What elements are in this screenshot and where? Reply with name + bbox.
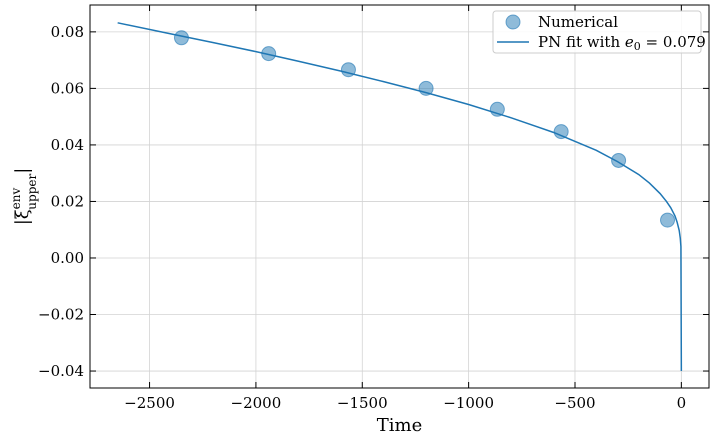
legend-label-pn-fit-sub: 0 [634,40,641,53]
numerical-point [489,101,505,117]
legend-label-pn-fit: PN fit with e0 = 0.079 [538,33,706,53]
legend-label-pn-fit-math: e [625,33,634,51]
series-layer [117,22,683,372]
numerical-point [173,30,189,46]
x-tick-label: −2000 [231,394,282,412]
y-tick-label: 0.04 [51,136,84,154]
y-tick-label: −0.04 [38,362,84,380]
ticks: −2500 −2000 −1500 −1000 −500 0 −0.04 −0.02 0.00 0… [38,5,709,412]
y-tick-label: 0.00 [51,249,84,267]
y-axis-title-sup: env [9,187,23,209]
y-tick-label: −0.02 [38,306,84,324]
legend-box [492,10,702,54]
y-axis-title-close: | [12,168,33,174]
pn-fit-line [117,22,683,372]
y-axis-title-base: |ξ [12,209,33,225]
legend-label-pn-fit-text: PN fit with [538,33,625,51]
legend-label-numerical: Numerical [538,13,618,31]
x-axis-title: Time [377,415,422,436]
y-tick-label: 0.08 [51,23,84,41]
x-tick-label: −500 [554,394,595,412]
numerical-point [611,152,627,168]
x-tick-label: 0 [677,394,687,412]
y-tick-label: 0.02 [51,192,84,210]
legend: Numerical PN fit with e0 = 0.079 [492,10,706,54]
y-axis-title-sub: upper [25,174,39,210]
x-tick-label: −2500 [124,394,175,412]
numerical-point [553,124,569,140]
numerical-point [660,212,676,228]
numerical-point [418,80,434,96]
numerical-point [261,46,277,62]
y-tick-label: 0.06 [51,79,84,97]
y-axis-title: |ξenv upper| [9,168,39,226]
numerical-point [340,62,356,78]
legend-marker-numerical [505,14,521,30]
plot-frame [89,4,710,389]
x-tick-label: −1000 [443,394,494,412]
x-tick-label: −1500 [337,394,388,412]
legend-label-pn-fit-value: = 0.079 [641,33,706,51]
